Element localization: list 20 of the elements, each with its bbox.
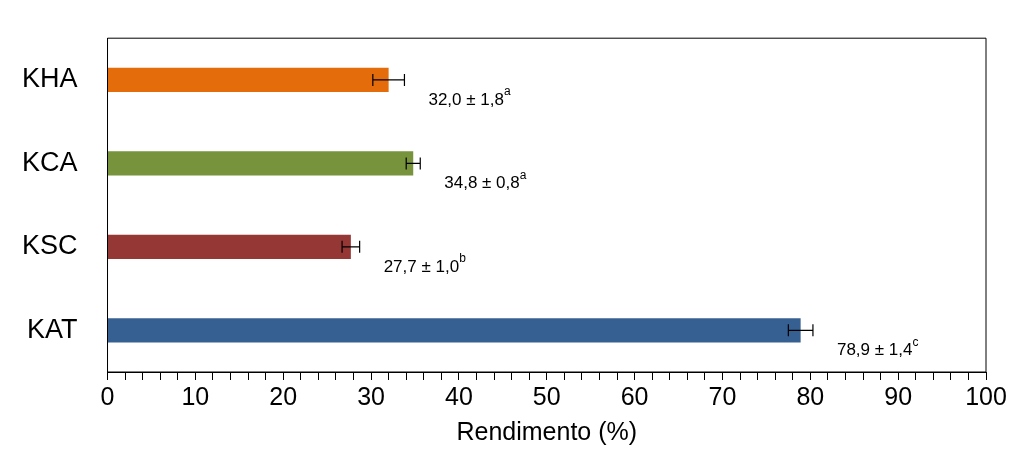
y-tick-label: KSC <box>21 230 78 261</box>
y-tick-label: KCA <box>21 146 78 177</box>
y-tick-label: KHA <box>21 63 78 94</box>
bar <box>108 318 801 343</box>
x-axis-title: Rendimento (%) <box>456 416 638 445</box>
x-tick-label: 30 <box>357 381 385 410</box>
x-tick-label: 80 <box>796 381 825 410</box>
x-tick-label: 90 <box>884 381 913 410</box>
bar <box>108 234 351 259</box>
bar <box>108 151 414 176</box>
y-tick-label: KAT <box>27 313 78 344</box>
x-tick-label: 0 <box>100 381 115 410</box>
x-tick-label: 40 <box>445 381 473 410</box>
x-tick-label: 100 <box>965 381 1007 410</box>
x-tick-label: 70 <box>708 381 737 410</box>
x-tick-label: 60 <box>620 381 649 410</box>
bar <box>108 67 389 93</box>
x-tick-label: 20 <box>269 381 298 410</box>
x-tick-label: 10 <box>181 381 210 410</box>
x-tick-label: 50 <box>532 381 561 410</box>
